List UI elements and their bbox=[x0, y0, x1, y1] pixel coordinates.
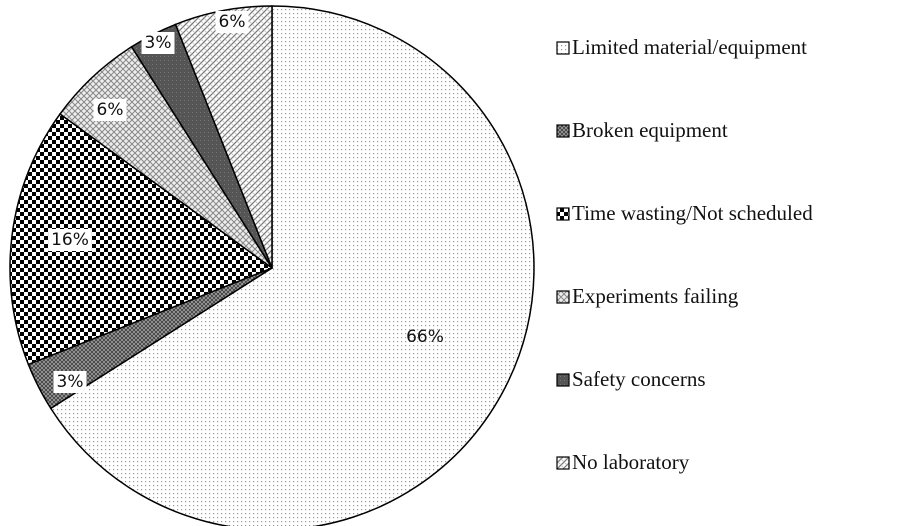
data-label-bg bbox=[141, 32, 175, 54]
data-label-text: 3% bbox=[145, 33, 172, 53]
legend-marker bbox=[556, 373, 570, 387]
pie-slice bbox=[49, 5, 535, 526]
data-label-text: 66% bbox=[406, 327, 444, 347]
data-label: 6% bbox=[215, 11, 249, 33]
data-label-bg bbox=[48, 229, 92, 251]
legend-marker bbox=[556, 290, 570, 304]
data-label: 3% bbox=[141, 32, 175, 54]
legend-marker bbox=[556, 41, 570, 55]
data-label-bg bbox=[53, 371, 87, 393]
legend-label: Safety concerns bbox=[572, 367, 706, 391]
data-label: 66% bbox=[406, 327, 444, 347]
data-label-text: 16% bbox=[51, 230, 89, 250]
data-label: 16% bbox=[48, 229, 92, 251]
data-label: 6% bbox=[93, 99, 127, 121]
legend-label: Limited material/equipment bbox=[572, 35, 807, 59]
legend-marker bbox=[556, 207, 570, 221]
legend-label: No laboratory bbox=[572, 450, 690, 474]
legend-marker bbox=[556, 456, 570, 470]
data-label-text: 3% bbox=[57, 372, 84, 392]
legend-label: Broken equipment bbox=[572, 118, 728, 142]
legend-marker bbox=[556, 124, 570, 138]
legend-label: Experiments failing bbox=[572, 284, 739, 308]
legend-label: Time wasting/Not scheduled bbox=[572, 201, 813, 225]
data-label: 3% bbox=[53, 371, 87, 393]
data-label-text: 6% bbox=[97, 100, 124, 120]
pie-slice bbox=[174, 5, 273, 269]
data-label-bg bbox=[93, 99, 127, 121]
pie-slice bbox=[9, 112, 274, 366]
data-label-bg bbox=[215, 11, 249, 33]
data-label-text: 6% bbox=[219, 12, 246, 32]
